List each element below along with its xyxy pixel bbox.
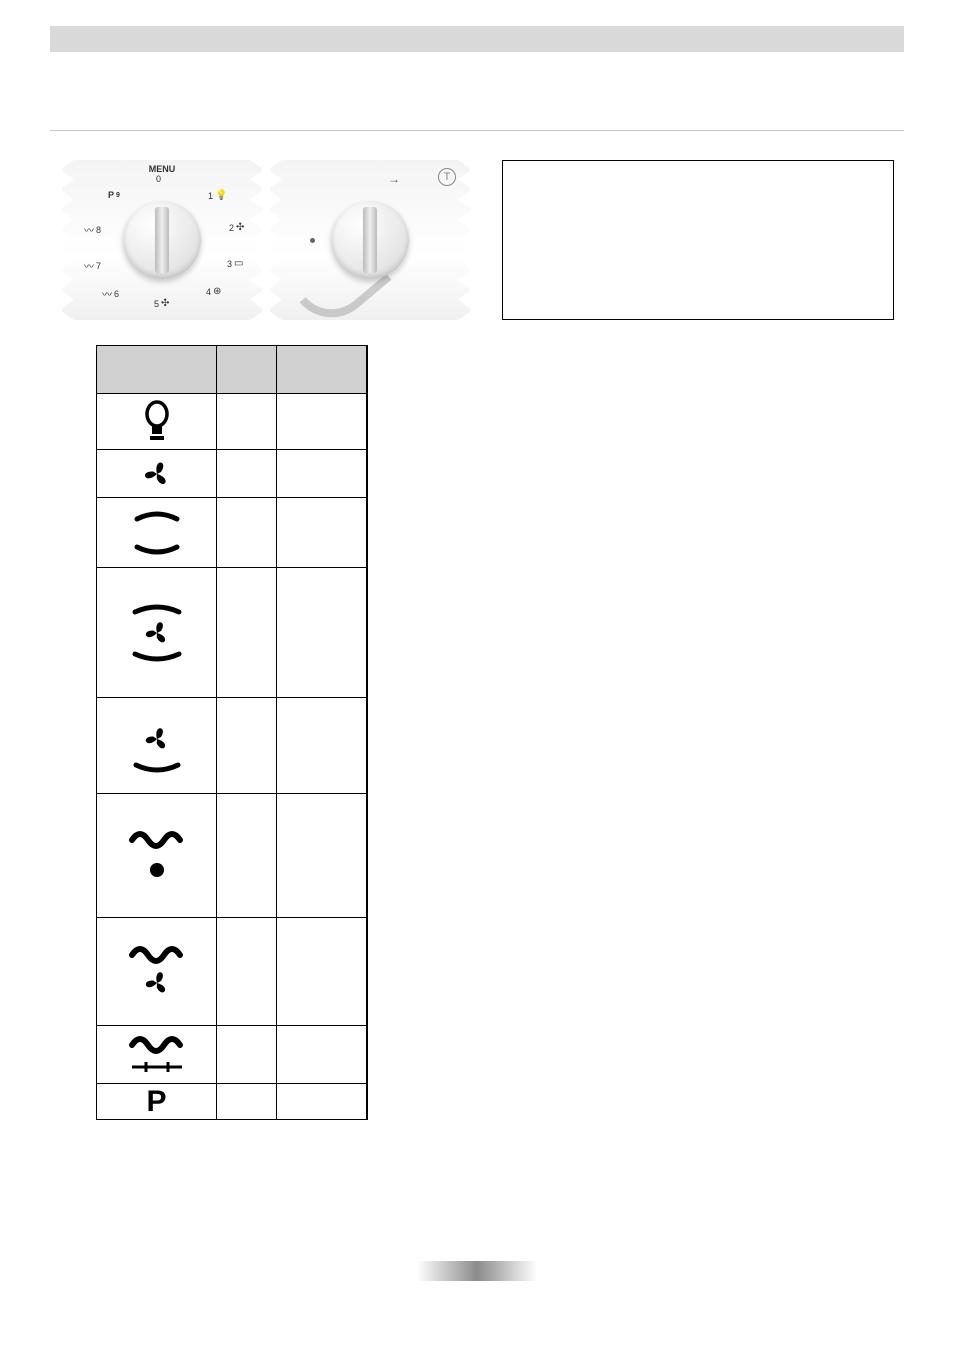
cell-fanbottom-a: [217, 698, 277, 794]
timer-t-icon: T: [438, 168, 456, 186]
cell-lamp-desc: [367, 394, 368, 450]
table-row: [97, 394, 368, 450]
table-row: P: [97, 1084, 368, 1120]
cell-p-b: [277, 1084, 367, 1120]
header-col-a: [217, 346, 277, 394]
cell-conv-b: [277, 498, 367, 568]
cell-fanbottom-b: [277, 698, 367, 794]
cell-fanbottom-desc: [367, 698, 368, 794]
fan-icon: [135, 455, 179, 493]
selector-pos-4: 4⊛: [206, 286, 221, 297]
cell-fan-a: [217, 450, 277, 498]
symbol-rotisserie: [97, 1026, 217, 1084]
cell-fangrill-a: [217, 918, 277, 1026]
table-row: [97, 568, 368, 698]
header-bar: [50, 26, 904, 52]
selector-pos-7: 〰7: [84, 258, 101, 273]
conventional-icon: [129, 509, 185, 557]
selector-pos-5: 5✣: [154, 298, 169, 309]
symbol-fan-bottom: [97, 698, 217, 794]
fan-icon: ✣: [236, 222, 244, 233]
table-row: [97, 1026, 368, 1084]
p-letter-icon: P: [146, 1085, 166, 1118]
symbol-conventional: [97, 498, 217, 568]
cell-p-desc: [367, 1084, 368, 1120]
cell-fan-desc: [367, 450, 368, 498]
symbol-fan-oven: [97, 568, 217, 698]
selector-pos-8: 〰8: [84, 222, 101, 237]
cell-p-a: [217, 1084, 277, 1120]
header-symbol: [97, 346, 217, 394]
lamp-icon: [139, 400, 175, 444]
rotisserie-icon: [126, 1033, 188, 1077]
conventional-icon: ▭: [234, 258, 243, 269]
table-row: [97, 698, 368, 794]
cell-grill-a: [217, 794, 277, 918]
symbol-fan: [97, 450, 217, 498]
selector-pos-9: P9: [108, 190, 120, 200]
cell-rotiss-desc: [367, 1026, 368, 1084]
table-header-row: [97, 346, 368, 394]
table-row: [97, 918, 368, 1026]
timer-knob[interactable]: [331, 201, 409, 279]
fan-grill-icon: 〰: [84, 258, 94, 273]
cell-grill-b: [277, 794, 367, 918]
fan-grill-icon: [126, 941, 188, 1003]
function-selector-knob[interactable]: [123, 201, 201, 279]
selector-pos-1: 1💡: [208, 190, 227, 201]
lamp-icon: 💡: [215, 190, 227, 201]
function-table: P: [96, 345, 368, 1120]
symbol-fan-grill: [97, 918, 217, 1026]
cell-fangrill-b: [277, 918, 367, 1026]
fan-bottom-icon: [128, 719, 186, 773]
horizontal-divider: [50, 130, 904, 131]
symbol-grill-dot: [97, 794, 217, 918]
grill-icon: 〰: [102, 286, 112, 301]
cell-fan-b: [277, 450, 367, 498]
cell-fangrill-desc: [367, 918, 368, 1026]
table-row: [97, 794, 368, 918]
header-description: [367, 346, 368, 394]
fan-oven-icon: ⊛: [213, 286, 221, 297]
cell-rotiss-a: [217, 1026, 277, 1084]
selector-pos-0: 0: [156, 174, 161, 184]
cell-fanoven-desc: [367, 568, 368, 698]
fan-bottom-icon: ✣: [161, 298, 169, 309]
cell-fanoven-a: [217, 568, 277, 698]
cell-rotiss-b: [277, 1026, 367, 1084]
timer-dot-indicator: [310, 238, 315, 243]
cell-conv-desc: [367, 498, 368, 568]
timer-panel: → T: [270, 160, 470, 320]
selector-pos-2: 2✣: [229, 222, 244, 233]
info-box: [502, 160, 894, 320]
function-selector-panel: MENU 0 1💡 2✣ 3▭ 4⊛ 5✣ 〰6 〰7 〰8 P9: [62, 160, 262, 320]
selector-pos-6: 〰6: [102, 286, 119, 301]
fan-oven-icon: [125, 602, 189, 664]
arrow-icon: →: [388, 172, 400, 186]
table-row: [97, 450, 368, 498]
rotisserie-icon: 〰: [84, 222, 94, 237]
header-col-b: [277, 346, 367, 394]
cell-lamp-b: [277, 394, 367, 450]
menu-label: MENU: [62, 164, 262, 174]
table-row: [97, 498, 368, 568]
grill-icon: [126, 826, 188, 886]
selector-pos-3: 3▭: [227, 258, 243, 269]
symbol-p: P: [97, 1084, 217, 1120]
cell-lamp-a: [217, 394, 277, 450]
cell-fanoven-b: [277, 568, 367, 698]
cell-grill-desc: [367, 794, 368, 918]
footer-page-shade: [417, 1261, 537, 1281]
symbol-lamp: [97, 394, 217, 450]
cell-conv-a: [217, 498, 277, 568]
